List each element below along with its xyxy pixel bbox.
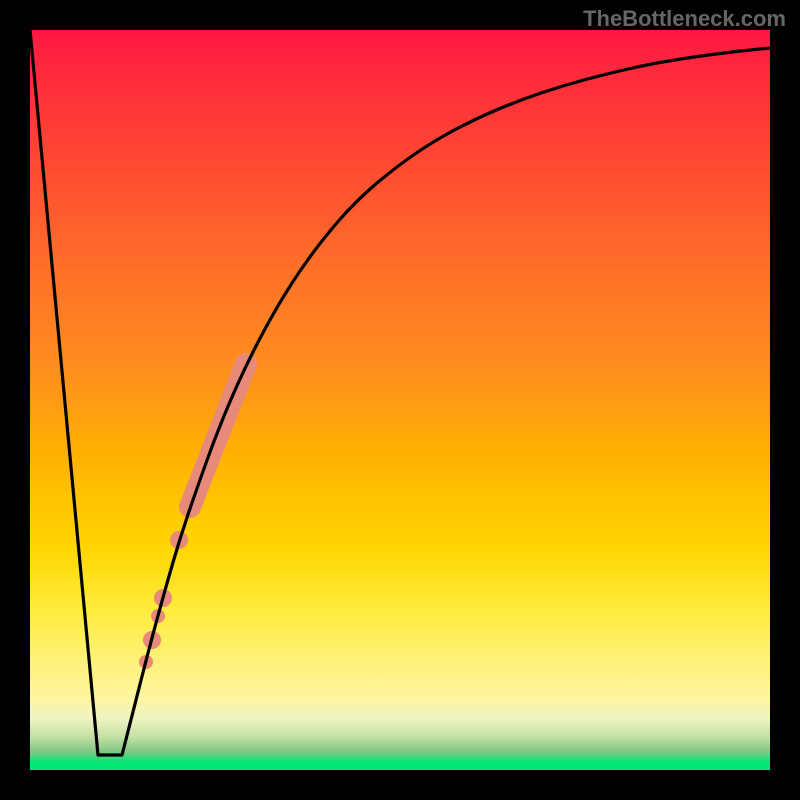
watermark-text: TheBottleneck.com <box>583 6 786 32</box>
chart-container: TheBottleneck.com <box>0 0 800 800</box>
bottleneck-chart <box>0 0 800 800</box>
